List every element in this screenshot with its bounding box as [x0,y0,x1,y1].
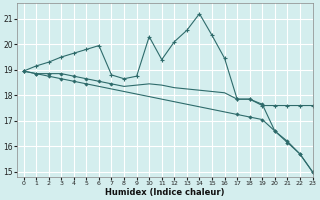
X-axis label: Humidex (Indice chaleur): Humidex (Indice chaleur) [105,188,225,197]
